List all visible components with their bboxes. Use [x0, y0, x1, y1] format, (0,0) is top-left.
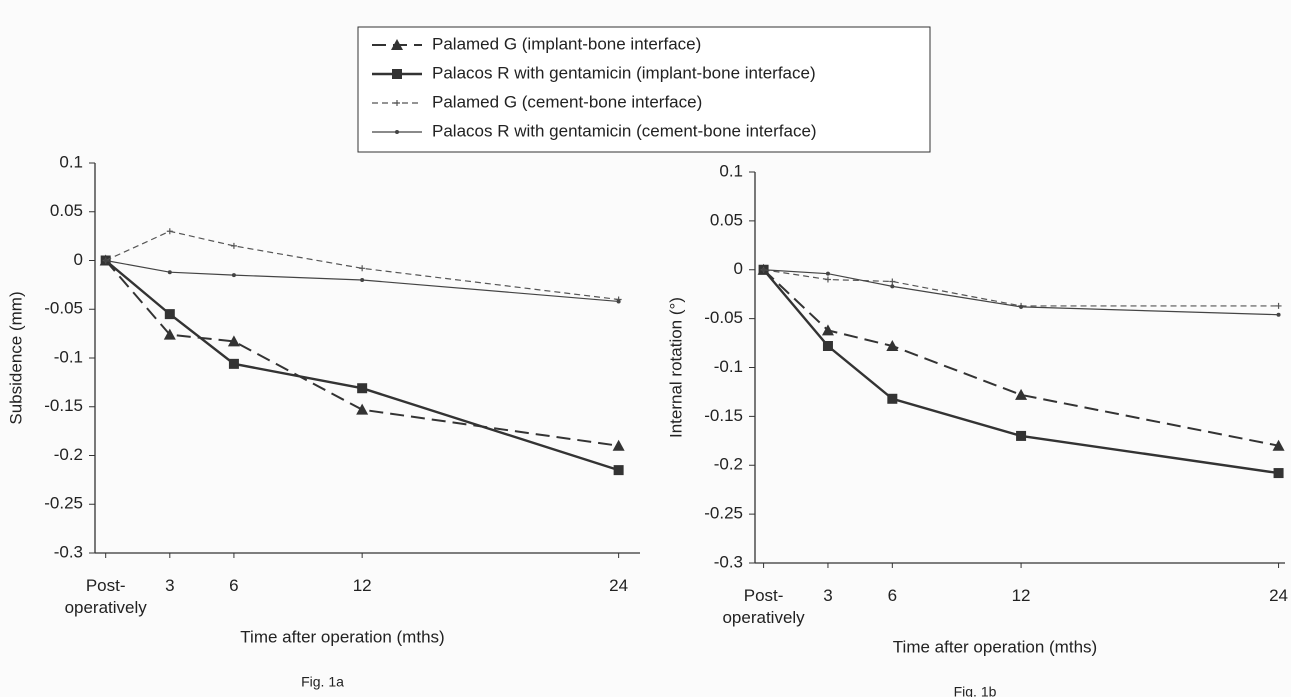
marker	[612, 439, 625, 451]
y-tick-label: -0.2	[714, 455, 743, 474]
y-axis-title: Subsidence (mm)	[6, 291, 25, 424]
x-tick-label: 3	[165, 576, 175, 595]
series-line	[104, 259, 619, 472]
marker	[360, 278, 365, 282]
legend-label: Palamed G (implant-bone interface)	[432, 34, 701, 53]
marker	[1276, 312, 1281, 317]
y-tick-label: -0.25	[44, 494, 83, 513]
x-tick-label: 12	[1011, 586, 1031, 605]
marker	[821, 324, 834, 336]
marker	[889, 278, 896, 285]
marker	[616, 299, 621, 304]
x-tick-label: 6	[229, 576, 239, 595]
y-tick-label: 0.05	[710, 210, 743, 229]
x-axis-title: Time after operation (mths)	[893, 637, 1097, 656]
marker	[103, 258, 108, 263]
series-line	[763, 269, 1279, 307]
marker	[822, 340, 833, 351]
y-tick-label: -0.05	[704, 308, 743, 327]
x-tick-label: 24	[1269, 586, 1289, 605]
y-tick-label: 0.1	[59, 152, 83, 171]
marker	[824, 276, 831, 283]
y-tick-label: -0.3	[54, 542, 83, 561]
x-tick-label: 6	[887, 586, 898, 605]
marker	[227, 335, 240, 347]
marker	[887, 393, 898, 404]
y-tick-label: 0.1	[719, 161, 743, 180]
marker	[394, 100, 400, 106]
y-tick-label: -0.05	[44, 299, 83, 318]
marker	[613, 465, 624, 476]
marker	[164, 309, 175, 320]
legend-box	[357, 26, 931, 153]
marker	[166, 228, 173, 235]
series-line	[105, 230, 619, 301]
marker	[357, 383, 368, 394]
marker	[395, 130, 399, 134]
marker	[392, 69, 402, 79]
marker	[231, 273, 236, 278]
x-axis-title: Time after operation (mths)	[240, 627, 444, 646]
marker	[230, 242, 237, 249]
series-line	[104, 259, 619, 447]
y-tick-label: -0.15	[704, 406, 743, 425]
marker	[391, 39, 403, 50]
marker	[825, 271, 830, 276]
figure-caption: Fig. 1b	[954, 684, 997, 697]
marker	[761, 267, 766, 272]
marker	[886, 339, 899, 351]
marker	[1015, 388, 1028, 400]
y-tick-label: -0.1	[714, 357, 743, 376]
marker	[1016, 430, 1027, 441]
x-tick-label: Post-operatively	[64, 576, 147, 617]
y-tick-label: -0.1	[54, 347, 83, 366]
legend-label: Palacos R with gentamicin (cement-bone i…	[432, 121, 817, 140]
marker	[1273, 468, 1284, 479]
x-tick-label: 24	[609, 576, 629, 595]
y-axis-title: Internal rotation (°)	[666, 297, 685, 438]
y-tick-label: 0	[734, 259, 743, 278]
marker	[163, 328, 176, 340]
marker	[1275, 302, 1282, 309]
figure-caption: Fig. 1a	[301, 674, 344, 690]
y-tick-label: -0.25	[704, 504, 743, 523]
marker	[890, 284, 895, 289]
y-tick-label: 0	[74, 250, 83, 269]
x-tick-label: 12	[352, 576, 372, 595]
marker	[356, 403, 369, 415]
legend-label: Palacos R with gentamicin (implant-bone …	[432, 63, 816, 82]
legend-label: Palamed G (cement-bone interface)	[432, 92, 702, 111]
marker	[167, 270, 172, 275]
y-tick-label: -0.3	[714, 552, 743, 571]
marker	[228, 358, 239, 369]
y-tick-label: 0.05	[50, 201, 83, 220]
x-tick-label: 3	[823, 586, 833, 605]
y-tick-label: -0.15	[44, 396, 83, 415]
marker	[1272, 439, 1285, 451]
series-line	[762, 268, 1279, 475]
marker	[1019, 304, 1024, 309]
marker	[359, 265, 366, 272]
x-tick-label: Post-operatively	[722, 586, 805, 627]
y-tick-label: -0.2	[54, 445, 83, 464]
